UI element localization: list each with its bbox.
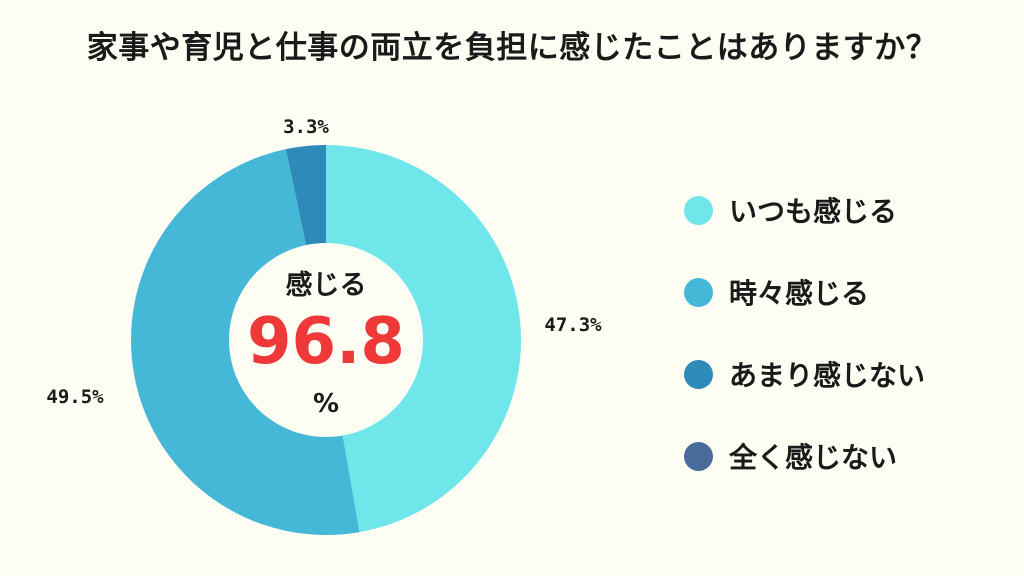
slice-label-0: 47.3% xyxy=(544,314,602,336)
donut-slice-always xyxy=(326,145,522,533)
chart-title: 家事や育児と仕事の両立を負担に感じたことはありますか？ xyxy=(86,30,938,66)
legend-label-rarely: あまり感じない xyxy=(729,359,926,392)
legend: いつも感じる 時々感じる あまり感じない 全く感じない xyxy=(684,190,1004,518)
center-unit: % xyxy=(313,389,339,419)
center-label: 感じる xyxy=(286,269,367,301)
legend-swatch-sometimes xyxy=(684,277,713,307)
legend-item-always: いつも感じる xyxy=(684,190,1004,230)
slice-label-2: 3.3% xyxy=(283,116,329,138)
legend-item-rarely: あまり感じない xyxy=(684,354,1004,394)
donut-hole xyxy=(229,243,423,437)
center-value: 96.8 xyxy=(247,305,405,379)
legend-swatch-never xyxy=(684,441,713,471)
slice-label-1: 49.5% xyxy=(46,386,104,408)
slice-labels: 47.3% 49.5% 3.3% xyxy=(46,116,602,408)
legend-label-sometimes: 時々感じる xyxy=(729,277,870,310)
legend-label-never: 全く感じない xyxy=(729,441,898,474)
legend-swatch-rarely xyxy=(684,359,713,389)
legend-label-always: いつも感じる xyxy=(729,195,898,228)
legend-swatch-always xyxy=(684,195,713,225)
legend-item-sometimes: 時々感じる xyxy=(684,272,1004,312)
legend-item-never: 全く感じない xyxy=(684,436,1004,476)
